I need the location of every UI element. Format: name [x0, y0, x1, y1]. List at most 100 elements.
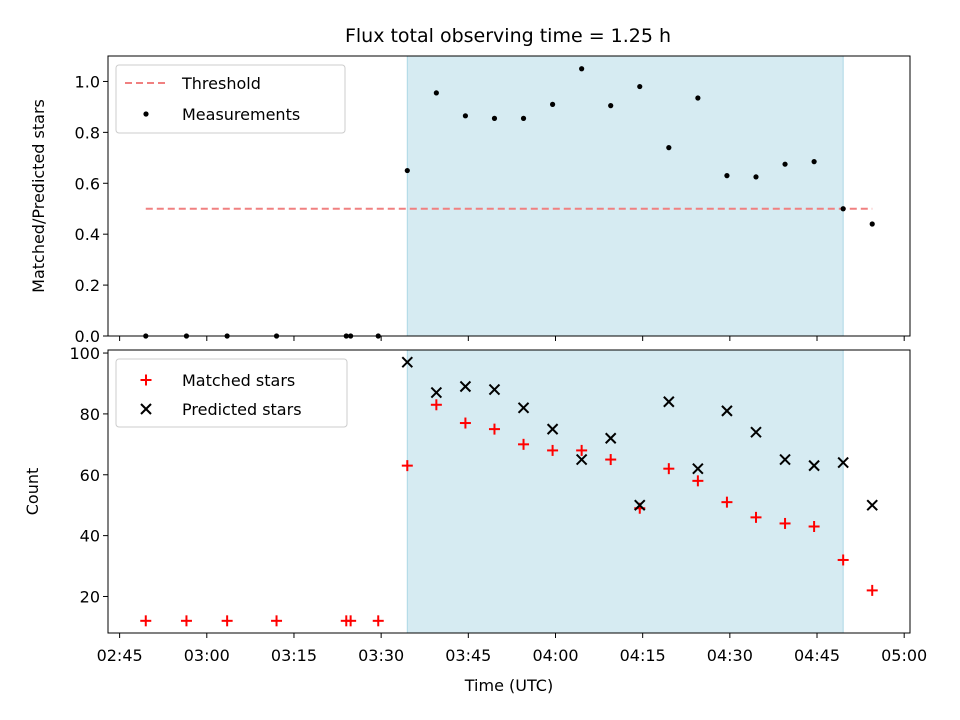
x-marker-b [430, 386, 443, 399]
matched-star-point [345, 615, 357, 627]
measurement-point [404, 167, 410, 174]
bottom-y-axis-label: Count [23, 468, 42, 516]
measurement-point [462, 113, 469, 119]
x-tick-label: 03:45 [445, 646, 491, 665]
top-y-tick-label: 0.8 [75, 123, 100, 142]
predicted-star-point [604, 432, 617, 444]
matched-star-point [221, 615, 233, 627]
matched-star-point [808, 520, 820, 532]
legend-label-measurements: Measurements [182, 105, 300, 124]
matched-star-point [459, 417, 471, 429]
predicted-star-point [546, 423, 559, 435]
predicted-star-point [692, 462, 704, 475]
x-tick-label: 03:00 [184, 646, 230, 665]
x-marker-b [604, 432, 617, 444]
legend-label-threshold: Threshold [181, 74, 261, 93]
legend-label-predicted-stars: Predicted stars [182, 400, 302, 419]
matched-star-point [663, 463, 675, 475]
top-axes-frame [107, 55, 911, 337]
matched-star-point [576, 444, 588, 456]
x-marker-b [575, 453, 588, 466]
matched-star-point [518, 438, 530, 450]
top-y-tick-label: 0.0 [75, 327, 100, 346]
predicted-star-point [634, 499, 646, 511]
top-y-tick-label: 0.2 [75, 276, 100, 295]
matched-star-point [837, 554, 849, 566]
x-tick-label: 04:45 [794, 646, 840, 665]
top-legend-box [115, 64, 346, 134]
predicted-star-point [866, 499, 878, 511]
chart-title: Flux total observing time = 1.25 h [345, 25, 671, 47]
x-marker-b [546, 423, 559, 435]
legend-x-glyph [140, 403, 152, 415]
matched-star-point [488, 423, 500, 435]
top-y-tick-label: 1.0 [75, 72, 100, 91]
x-tick-label: 04:00 [532, 646, 578, 665]
top-y-tick-label: 0.6 [75, 174, 100, 193]
predicted-star-point [663, 396, 675, 408]
predicted-star-point [721, 405, 733, 417]
measurement-point [579, 66, 585, 72]
predicted-star-point [837, 456, 849, 469]
matched-star-point [866, 584, 878, 596]
x-marker-b [721, 405, 733, 417]
x-marker-b [750, 426, 762, 438]
predicted-star-point [750, 426, 762, 438]
x-marker-b [866, 499, 878, 511]
top-observing-span [406, 55, 844, 337]
matched-star-point [605, 454, 617, 466]
measurement-point [520, 115, 527, 121]
legend-plus-glyph [140, 374, 152, 386]
x-marker-b [692, 462, 704, 475]
bottom-y-tick-label: 20 [80, 587, 100, 606]
matched-star-point [401, 460, 413, 472]
matched-star-point [779, 517, 791, 529]
measurement-point [869, 221, 875, 227]
measurement-point [724, 173, 730, 179]
bottom-panel: 20 40 60 80 100 02:45 03:00 03:15 03:30 03:45 04:… [23, 344, 927, 695]
legend-matched-marker [140, 374, 152, 386]
measurement-point [433, 90, 439, 96]
x-marker-b [837, 456, 849, 469]
top-y-tick-label: 0.4 [75, 225, 100, 244]
matched-star-point [692, 475, 704, 487]
bottom-legend: Matched stars Predicted stars [115, 358, 348, 428]
x-marker-b [140, 403, 152, 415]
measurement-point [782, 161, 788, 167]
legend-predicted-marker [140, 403, 152, 415]
matched-star-point [547, 444, 559, 456]
top-y-axis-label: Matched/Predicted stars [29, 99, 48, 293]
top-panel: Flux total observing time = 1.25 h 0.0 0.… [29, 25, 911, 346]
bottom-y-tick-label: 80 [80, 405, 100, 424]
legend-label-matched-stars: Matched stars [182, 371, 295, 390]
matched-star-point [271, 615, 283, 627]
x-marker-b [779, 453, 791, 466]
x-tick-label: 05:00 [881, 646, 927, 665]
measurement-point [666, 145, 672, 151]
bottom-y-tick-label: 100 [69, 344, 100, 363]
matched-star-point [430, 399, 442, 411]
measurement-point [491, 115, 498, 121]
bottom-y-tick-label: 40 [80, 527, 100, 546]
x-marker-b [401, 356, 414, 368]
matched-star-point [721, 496, 733, 508]
matched-star-point [140, 615, 152, 627]
measurement-point [811, 159, 817, 165]
measurement-point [549, 101, 556, 107]
legend-measurements-marker [143, 111, 149, 117]
predicted-star-point [808, 459, 820, 472]
bottom-y-tick-label: 60 [80, 466, 100, 485]
measurement-point [608, 103, 614, 109]
x-tick-label: 04:30 [707, 646, 753, 665]
predicted-star-point [517, 402, 530, 414]
x-marker-b [634, 499, 646, 511]
top-legend: Threshold Measurements [115, 64, 346, 134]
matched-star-point [372, 615, 384, 627]
measurement-point [637, 83, 643, 90]
measurement-point [753, 174, 759, 180]
measurement-point [840, 206, 846, 212]
predicted-star-point [488, 383, 501, 396]
x-marker-b [517, 402, 530, 414]
x-marker-b [808, 459, 820, 472]
